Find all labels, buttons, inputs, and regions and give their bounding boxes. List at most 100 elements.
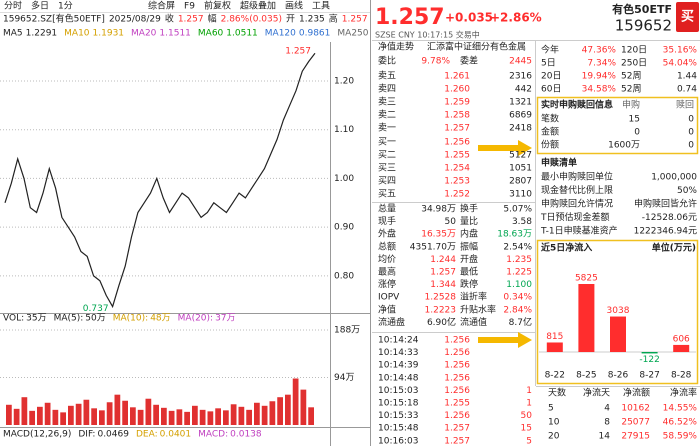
book-volume: 3110 <box>509 190 532 200</box>
trade-price: 1.255 <box>444 399 470 409</box>
buy-button[interactable] <box>676 2 699 32</box>
volume-bar <box>199 409 206 425</box>
volume-bar <box>246 409 252 425</box>
volume-bar <box>176 409 183 425</box>
period-label: 今年 <box>541 44 559 56</box>
volume-field: 50万 <box>85 314 105 324</box>
quote-field: 幅 <box>208 13 217 25</box>
stat-value: 16.35万 <box>421 230 456 240</box>
trade-time: 10:15:48 <box>378 424 419 434</box>
data-label: 3038 <box>607 306 630 316</box>
cell: 0 <box>688 128 694 138</box>
volume-bar <box>83 399 90 425</box>
macd-field: 0.0469 <box>97 430 129 440</box>
stat-value: 3.58 <box>512 217 532 227</box>
stat-value: 1.100 <box>506 280 532 290</box>
toolbar-button[interactable]: 多日 <box>31 0 49 12</box>
volume-bar <box>207 411 214 425</box>
bar <box>578 284 595 352</box>
stat-value: 18.63万 <box>497 230 532 240</box>
stat-value: 6.90亿 <box>427 316 456 328</box>
stat-value: 5.07% <box>503 205 532 215</box>
column-header: 赎回 <box>676 99 694 111</box>
quote-field: 159652.SZ[有色50ETF] <box>3 13 105 25</box>
bar <box>641 352 658 354</box>
macd-field: 0.0138 <box>230 430 262 440</box>
volume-bar <box>285 394 291 425</box>
book-price: 1.255 <box>444 151 470 161</box>
period-label: 60日 <box>541 84 561 95</box>
toolbar-button[interactable]: 1分 <box>58 1 73 12</box>
cell: 58.59% <box>663 432 698 442</box>
y-tick-label: 1.20 <box>334 76 354 86</box>
volume-bar <box>145 398 152 425</box>
stat-label: 均价 <box>378 253 396 265</box>
cell: 8 <box>604 418 610 428</box>
period-value: 34.58% <box>582 85 617 95</box>
volume-bar <box>130 407 136 425</box>
link[interactable]: 净值走势 <box>378 41 414 53</box>
row-label: 最小申购赎回单位 <box>541 171 613 183</box>
x-tick-label: 8-28 <box>671 371 692 381</box>
toolbar-button[interactable]: 前复权 <box>204 0 231 12</box>
book-level: 买三 <box>378 163 396 174</box>
label: 委差 <box>460 55 478 67</box>
stat-label: 流通盘 <box>378 316 405 328</box>
toolbar-button[interactable]: 综合屏 <box>148 0 175 12</box>
trade-price: 1.256 <box>444 348 470 358</box>
section-title: 申赎清单 <box>541 157 577 169</box>
volume-field: VOL: <box>3 314 24 324</box>
high-annotation: 1.257 <box>285 47 311 57</box>
volume-bar <box>99 410 105 425</box>
book-volume: 6869 <box>509 111 532 121</box>
cell: 1,000,000 <box>651 173 697 183</box>
value: 9.78% <box>421 57 450 67</box>
book-level: 买四 <box>378 176 396 187</box>
arrow <box>478 140 532 156</box>
quote-field: 1.235 <box>299 15 325 25</box>
ma-field: MA120 <box>265 29 296 39</box>
toolbar-button[interactable]: 画线 <box>285 0 303 12</box>
stat-label: 内盘 <box>460 228 478 240</box>
ma-field: MA250 <box>337 29 368 39</box>
period-label: 52周 <box>621 71 641 82</box>
period-label: 20日 <box>541 71 561 82</box>
toolbar-button[interactable]: 分时 <box>4 0 22 12</box>
book-price: 1.259 <box>444 98 470 108</box>
toolbar-button[interactable]: 工具 <box>312 1 330 12</box>
stat-value: 1.2223 <box>425 305 457 315</box>
arrow <box>478 332 532 348</box>
book-price: 1.260 <box>444 85 470 95</box>
volume-field: 35万 <box>26 314 46 324</box>
label: 委比 <box>378 55 396 67</box>
volume-bar <box>44 402 51 425</box>
volume-bar <box>68 405 74 425</box>
row-label: 申购赎回允许情况 <box>541 198 613 210</box>
volume-bar <box>308 407 314 425</box>
trade-time: 10:14:33 <box>378 348 418 358</box>
buy-button-label[interactable]: 买 <box>681 10 694 25</box>
volume-bar <box>168 410 175 425</box>
book-price: 1.254 <box>444 164 470 174</box>
ma-field: 1.1931 <box>93 29 125 39</box>
toolbar-button[interactable]: F9 <box>184 2 195 12</box>
x-tick-label: 8-22 <box>545 371 565 381</box>
stat-value: 50 <box>445 217 457 227</box>
ma-field: MA10 <box>64 29 90 39</box>
book-price: 1.253 <box>444 177 470 187</box>
stat-label: 涨停 <box>378 278 396 290</box>
macd-field: DIF: <box>78 430 95 440</box>
stat-value: 1.344 <box>430 280 456 290</box>
chart-title: 近5日净流入 <box>541 242 592 254</box>
cell: -12528.06元 <box>642 213 697 223</box>
period-value: 1.44 <box>677 72 697 82</box>
cell: 25077 <box>621 418 650 428</box>
trade-price: 1.257 <box>444 424 470 434</box>
ma-field: 1.0511 <box>226 29 258 39</box>
volume-bar <box>13 408 20 425</box>
toolbar-button[interactable]: 超级叠加 <box>240 0 276 12</box>
volume-bar <box>215 408 221 425</box>
column-header: 天数 <box>548 387 566 399</box>
ma-field: MA5 <box>3 29 23 39</box>
stat-value: 2.54% <box>503 242 532 252</box>
